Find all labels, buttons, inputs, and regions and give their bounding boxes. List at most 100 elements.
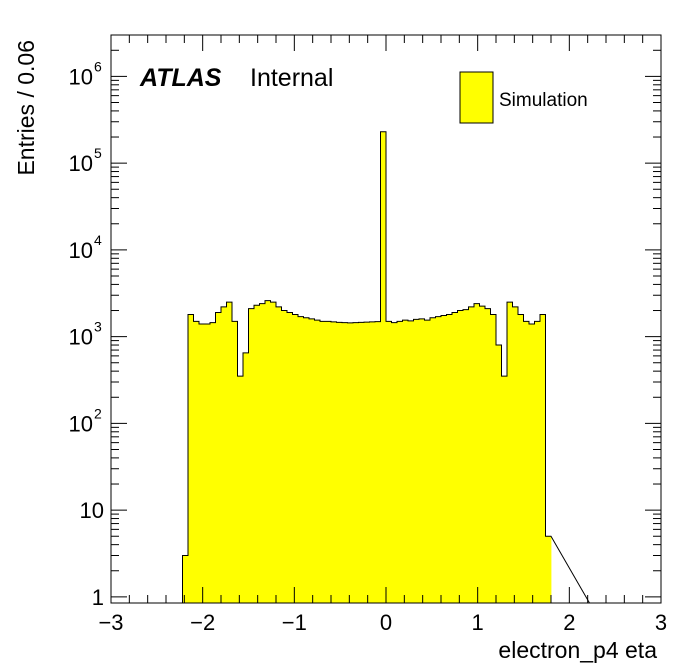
y-axis-title: Entries / 0.06 (13, 40, 39, 176)
histogram-bar (232, 321, 238, 603)
histogram-bar (529, 323, 535, 603)
histogram-bar (446, 314, 453, 603)
histogram-bar (336, 322, 343, 603)
x-tick-label: −1 (282, 610, 307, 635)
histogram-outline (182, 131, 590, 604)
histogram-bar (193, 321, 200, 603)
y-tick-exponent: 6 (94, 58, 102, 74)
histogram-bar (512, 306, 519, 603)
histogram-bar (369, 321, 376, 603)
y-tick-exponent: 3 (94, 319, 102, 335)
histogram-bar (441, 315, 447, 603)
histogram-bar (243, 352, 249, 603)
histogram-bar (380, 131, 387, 603)
y-tick-base: 10 (69, 411, 93, 436)
y-tick-label: 10 5 (69, 145, 102, 176)
x-tick-label: −3 (98, 610, 123, 635)
x-tick-label: 1 (472, 610, 484, 635)
histogram-bar (545, 536, 552, 603)
internal-label: Internal (250, 64, 333, 92)
histogram-bar (364, 322, 370, 603)
y-tick-exponent: 5 (94, 145, 102, 161)
y-tick-label: 10 (80, 498, 104, 523)
x-axis-title: electron_p4 eta (498, 637, 657, 663)
axis-ticks (110, 34, 662, 603)
legend-swatch (459, 71, 494, 124)
histogram-bar (435, 316, 442, 603)
histogram-bar (452, 312, 458, 603)
y-tick-label: 10 6 (69, 58, 102, 89)
histogram-bar (490, 314, 497, 603)
histogram-bar (386, 321, 392, 603)
y-tick-base: 10 (80, 498, 104, 523)
y-tick-base: 10 (69, 64, 93, 89)
y-tick-label: 1 (92, 585, 104, 610)
histogram-bar (474, 303, 480, 603)
histogram-bar (281, 310, 288, 603)
y-tick-base: 10 (69, 238, 93, 263)
histogram-bar (287, 312, 293, 603)
histogram-bar (292, 314, 299, 603)
y-tick-label: 10 3 (69, 319, 102, 350)
histogram-bar (309, 318, 315, 603)
histogram-bar (397, 321, 403, 603)
x-tick-label: −2 (190, 610, 215, 635)
histogram-bar (237, 376, 244, 603)
histogram-bar (468, 306, 475, 603)
histogram-bar (303, 317, 310, 603)
histogram-bar (259, 303, 266, 603)
x-tick-labels: −3 −2 −1 0 1 2 3 (98, 610, 667, 635)
histogram-bar (402, 320, 409, 603)
atlas-label: ATLAS (139, 64, 222, 92)
histogram-bar (182, 555, 189, 603)
histogram-bar (496, 345, 502, 603)
y-tick-exponent: 4 (94, 232, 102, 248)
histogram-bar (342, 322, 348, 603)
histogram-bar (314, 320, 321, 603)
histogram-bar (298, 316, 304, 603)
histogram-bar (457, 310, 464, 603)
histogram-bar (325, 321, 332, 603)
histogram-bar (270, 302, 277, 603)
histogram-bar (188, 314, 194, 603)
x-tick-label: 0 (380, 610, 392, 635)
y-tick-base: 10 (69, 325, 93, 350)
y-tick-label: 10 4 (69, 232, 102, 263)
histogram-bar (375, 321, 381, 603)
x-tick-label: 3 (655, 610, 667, 635)
histogram-bar (199, 323, 205, 603)
histogram-bar (540, 314, 546, 603)
histogram-bar (353, 322, 359, 603)
histogram-bar (507, 302, 513, 603)
x-tick-label: 2 (563, 610, 575, 635)
histogram-bar (463, 309, 469, 603)
histogram-bar (347, 322, 354, 603)
histogram-bar (210, 322, 216, 603)
histogram-bar (485, 308, 491, 603)
histogram-bar (248, 308, 255, 603)
histogram-bar (408, 320, 414, 603)
y-tick-base: 10 (69, 151, 93, 176)
y-tick-exponent: 2 (94, 405, 102, 421)
histogram-bar (331, 321, 337, 603)
histogram-bar (518, 314, 524, 603)
histogram-bar (479, 306, 486, 603)
histogram-bar (430, 317, 436, 603)
histogram-bar (204, 323, 211, 603)
histogram-bar (320, 321, 326, 603)
histogram-bars (182, 131, 552, 603)
histogram-bar (391, 322, 398, 603)
histogram-bar (413, 319, 420, 603)
histogram-bar (523, 321, 530, 603)
legend-label: Simulation (499, 90, 588, 111)
histogram-bar (419, 318, 425, 603)
histogram-bar (424, 320, 431, 603)
histogram-bar (226, 302, 233, 603)
histogram-bar (221, 306, 227, 603)
histogram-bar (265, 300, 271, 603)
histogram-bar (358, 322, 365, 603)
histogram-bar (215, 312, 222, 603)
histogram-bar (276, 306, 282, 603)
